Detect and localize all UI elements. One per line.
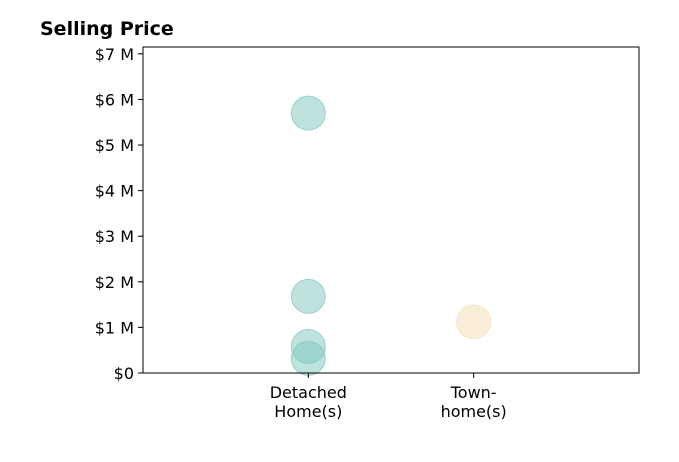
- y-tick-label: $4 M: [95, 182, 134, 201]
- data-points: [290, 95, 492, 376]
- x-tick-label: Town-: [450, 383, 497, 402]
- x-tick-label: home(s): [441, 402, 507, 421]
- chart-title: Selling Price: [40, 18, 174, 40]
- data-point: [456, 304, 492, 340]
- y-tick-label: $6 M: [95, 90, 134, 109]
- y-axis: $0 $1 M $2 M $3 M $4 M $5 M $6 M $7 M: [95, 45, 143, 383]
- y-tick-label: $5 M: [95, 136, 134, 155]
- y-tick-label: $1 M: [95, 318, 134, 337]
- y-tick-label: $3 M: [95, 227, 134, 246]
- y-tick-label: $0: [114, 364, 134, 383]
- data-point: [290, 278, 326, 314]
- x-tick-label: Home(s): [274, 402, 342, 421]
- y-tick-label: $7 M: [95, 45, 134, 64]
- y-tick-label: $2 M: [95, 273, 134, 292]
- x-tick-label: Detached: [270, 383, 347, 402]
- plot-frame: [142, 46, 640, 374]
- data-point: [290, 340, 326, 376]
- data-point: [290, 95, 326, 131]
